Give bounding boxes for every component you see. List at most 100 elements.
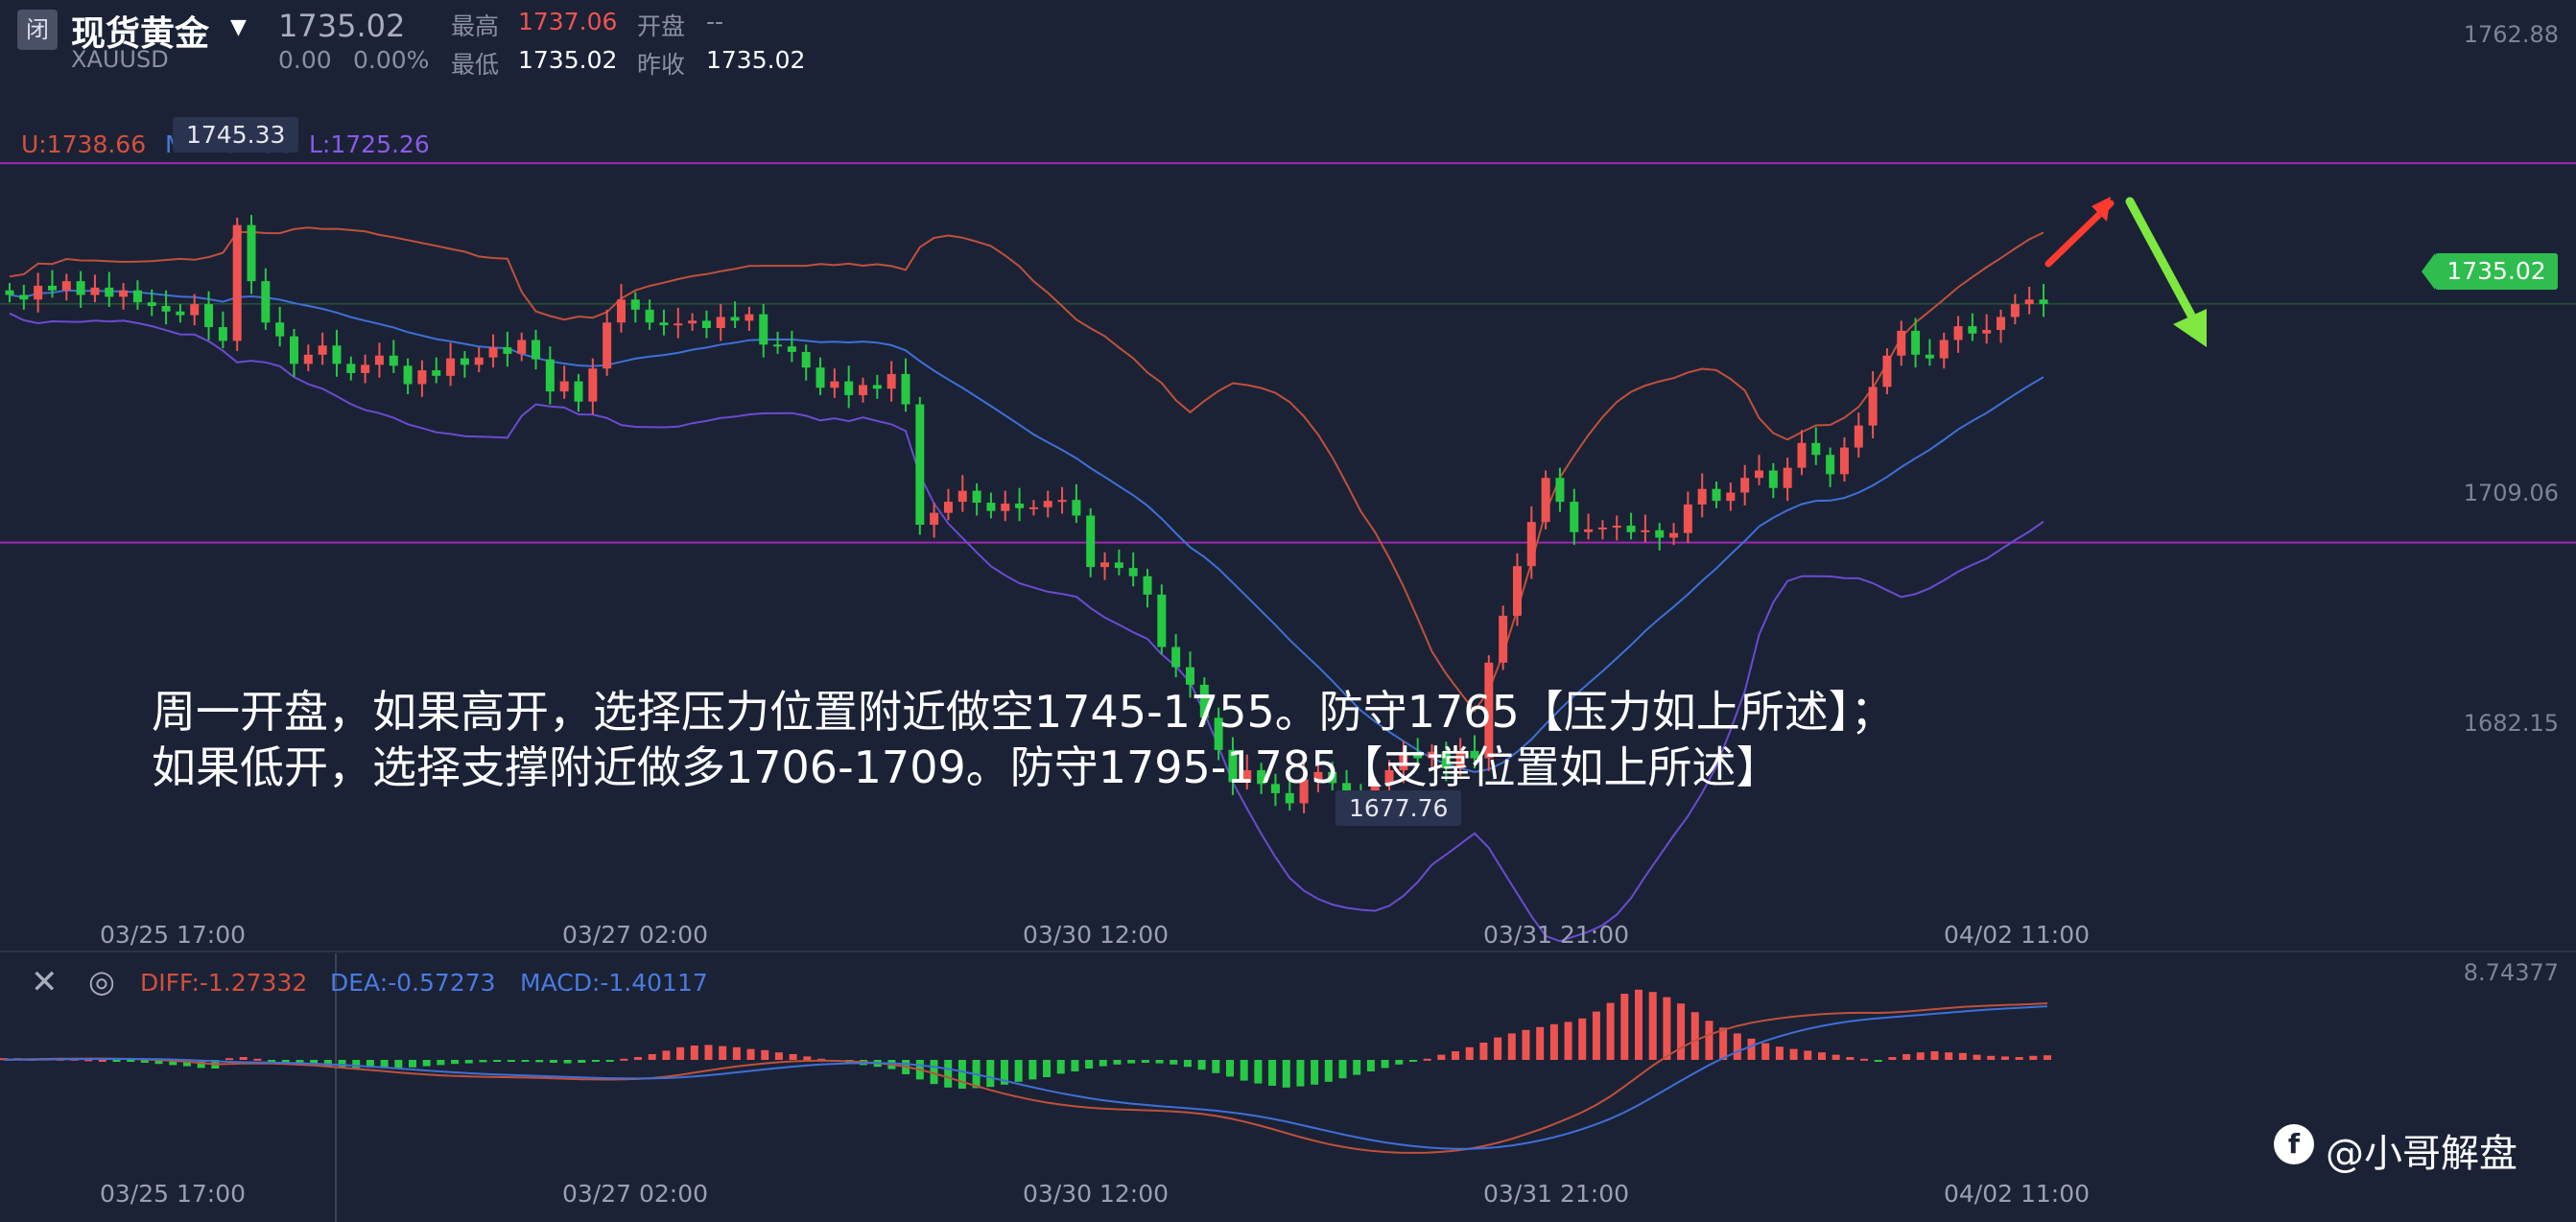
candle-body <box>943 502 953 513</box>
macd-dea-line <box>3 1005 2048 1150</box>
candle-body <box>1811 442 1821 456</box>
candle-body <box>886 373 896 389</box>
macd-bar <box>1099 1060 1107 1067</box>
macd-bar <box>84 1059 93 1062</box>
macd-bar <box>281 1060 290 1063</box>
macd-bar <box>1987 1055 1996 1060</box>
candle-body <box>1740 478 1750 493</box>
macd-bar <box>591 1060 600 1062</box>
candle-body <box>730 317 740 321</box>
macd-bar <box>2029 1055 2038 1060</box>
macd-bar <box>1170 1060 1178 1065</box>
macd-bar <box>169 1060 177 1066</box>
red-arrow-head <box>2092 197 2111 222</box>
macd-bar <box>1479 1043 1488 1060</box>
candle-body <box>1285 792 1294 804</box>
macd-bar <box>549 1060 557 1063</box>
macd-bar <box>1324 1060 1333 1082</box>
candle-body <box>674 323 683 326</box>
high-label: 最高 <box>451 12 500 40</box>
candle-body <box>76 281 85 295</box>
candle-body <box>1968 326 1977 334</box>
macd-bar <box>352 1060 361 1069</box>
candle-body <box>19 294 29 300</box>
macd-bar <box>1620 994 1629 1060</box>
last-price: 1735.02 <box>278 8 406 44</box>
prev-close-value: 1735.02 <box>706 46 806 74</box>
candle-body <box>1939 340 1949 359</box>
candle-body <box>1655 529 1665 538</box>
macd-bar <box>1832 1054 1840 1060</box>
candle-body <box>1612 526 1621 529</box>
macd-bar <box>1296 1060 1305 1087</box>
chevron-down-icon[interactable]: ▼ <box>230 15 247 39</box>
candle-body <box>787 346 796 352</box>
macd-bar <box>1240 1060 1248 1081</box>
time-axis-label: 03/25 17:00 <box>99 921 247 949</box>
candle-body <box>616 299 626 323</box>
macd-bar <box>1874 1060 1882 1062</box>
macd-bar <box>1282 1060 1290 1088</box>
candle-body <box>1086 515 1096 568</box>
candle-body <box>1541 478 1550 523</box>
instrument-name[interactable]: 现货黄金 <box>71 14 210 54</box>
macd-bar <box>380 1060 389 1069</box>
candle-body <box>161 306 171 312</box>
close-icon[interactable]: ✕ <box>31 963 59 1001</box>
macd-bar <box>1043 1060 1052 1077</box>
candle-body <box>190 304 200 316</box>
macd-bar <box>535 1060 544 1063</box>
macd-bar <box>1522 1029 1530 1060</box>
candle-body <box>588 368 598 402</box>
candle-body <box>2010 304 2020 317</box>
candle-body <box>1669 532 1679 538</box>
candle-body <box>815 367 825 388</box>
candle-body <box>1384 769 1394 786</box>
macd-bar <box>1338 1060 1347 1079</box>
macd-bar <box>605 1060 614 1062</box>
candle-body <box>1584 529 1594 532</box>
change: 0.00 <box>278 46 332 74</box>
candle-body <box>1270 784 1280 793</box>
low-marker: 1677.76 <box>1335 790 1462 826</box>
candle-body <box>488 347 498 358</box>
macd-bar <box>521 1060 530 1062</box>
candle-body <box>303 354 313 364</box>
macd-bar <box>648 1054 656 1060</box>
candle-body <box>574 381 583 402</box>
candle-body <box>332 345 342 364</box>
candle-body <box>1597 527 1607 529</box>
macd-bar <box>1606 1002 1615 1060</box>
macd-bar <box>182 1060 191 1067</box>
macd-bar <box>732 1046 741 1060</box>
macd-bar <box>704 1045 713 1060</box>
settings-icon[interactable]: ◎ <box>88 963 115 999</box>
candle-body <box>1712 488 1721 502</box>
candle-body <box>232 224 242 341</box>
macd-bar <box>578 1060 586 1063</box>
macd-bar <box>464 1060 473 1064</box>
boll-upper-legend: U:1738.66 <box>21 130 147 158</box>
candle-body <box>1797 442 1807 468</box>
candle-body <box>532 340 541 360</box>
candle-body <box>688 320 697 324</box>
candle-body <box>290 336 299 364</box>
candle-body <box>759 314 768 345</box>
macd-time-label: 03/27 02:00 <box>561 1180 709 1208</box>
candle-body <box>701 320 711 328</box>
candle-body <box>318 345 327 355</box>
macd-bar <box>1663 997 1671 1060</box>
macd-bar <box>112 1060 121 1062</box>
macd-bar <box>1507 1033 1516 1060</box>
time-axis-label: 04/02 11:00 <box>1943 921 2091 949</box>
boll-lower-legend: L:1725.26 <box>309 130 430 158</box>
candle-body <box>517 340 527 354</box>
macd-bar <box>1353 1060 1361 1075</box>
candle-body <box>417 370 427 385</box>
candle-body <box>119 290 129 297</box>
candle-body <box>1470 750 1479 759</box>
candle-body <box>659 322 669 326</box>
macd-bar <box>154 1060 163 1065</box>
candle-body <box>176 311 185 316</box>
